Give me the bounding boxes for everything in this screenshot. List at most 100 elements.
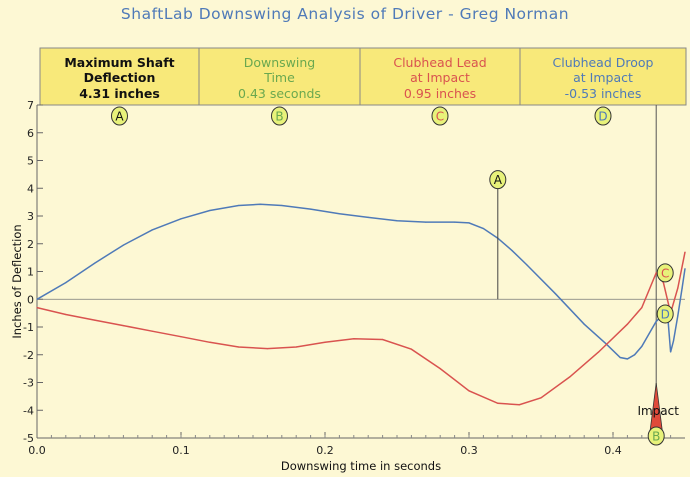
data-point: [151, 330, 153, 332]
y-tick-label: 3: [27, 210, 34, 223]
data-point: [151, 229, 153, 231]
metric-marker-d: [594, 106, 612, 126]
y-tick-label: 0: [27, 293, 34, 306]
y-tick-label: -3: [23, 377, 34, 390]
data-point: [540, 397, 542, 399]
y-tick-label: -4: [23, 404, 34, 417]
x-axis-label: Downswing time in seconds: [281, 459, 441, 473]
x-tick-label: 0.4: [604, 444, 622, 457]
clubhead-droop-marker: [656, 304, 674, 324]
data-point: [36, 306, 38, 309]
data-point: [511, 250, 513, 252]
y-tick-label: -1: [23, 321, 34, 334]
data-point: [641, 345, 643, 348]
metric-value: -0.53 inches: [565, 86, 642, 101]
metric-box-d: [519, 47, 687, 106]
series-line-1: [36, 251, 686, 406]
y-tick-label: -2: [23, 349, 34, 362]
data-point: [655, 320, 657, 323]
metric-marker-c: [431, 106, 449, 126]
metric-value: 0.95 inches: [404, 86, 476, 101]
x-tick-label: 0.1: [172, 444, 190, 457]
metric-marker-letter: C: [436, 110, 444, 124]
data-point: [65, 313, 67, 316]
data-point: [410, 348, 412, 350]
data-point: [672, 340, 675, 342]
clubhead-lead-marker: [656, 263, 674, 283]
metric-label-line2: at Impact: [573, 70, 633, 85]
data-point: [382, 338, 384, 341]
metric-label-line2: Time: [263, 70, 295, 85]
data-point: [324, 341, 326, 343]
y-tick-label: 4: [27, 182, 34, 195]
data-point: [180, 218, 182, 220]
y-tick-label: 5: [27, 155, 34, 168]
max-deflection-marker: [489, 170, 507, 190]
metric-marker-b: [271, 106, 288, 126]
y-tick-label: 6: [27, 127, 34, 140]
data-point: [634, 354, 636, 356]
data-point: [209, 341, 211, 343]
data-point: [180, 336, 182, 338]
y-tick-label: 7: [27, 99, 34, 112]
metric-label-line1: Maximum Shaft: [64, 55, 174, 70]
series-line-0: [36, 203, 686, 360]
data-point: [626, 323, 629, 325]
metric-value: 0.43 seconds: [238, 86, 321, 101]
data-point: [648, 333, 650, 335]
impact-label: Impact: [637, 404, 679, 418]
data-point: [454, 221, 456, 223]
data-point: [670, 351, 672, 353]
data-point: [367, 216, 369, 218]
metric-marker-letter: D: [598, 110, 607, 124]
data-point: [468, 222, 470, 224]
impact-marker-letter: B: [652, 430, 660, 444]
metric-label-line1: Clubhead Droop: [553, 55, 654, 70]
data-point: [569, 376, 571, 378]
data-point: [482, 227, 484, 230]
y-tick-label: -5: [23, 432, 34, 445]
data-point: [425, 221, 427, 223]
data-point: [94, 262, 96, 264]
data-point: [655, 272, 657, 274]
data-point: [238, 346, 240, 348]
y-axis-label: Inches of Deflection: [10, 224, 24, 338]
y-tick-label: 2: [27, 238, 34, 251]
metric-marker-letter: B: [275, 110, 283, 124]
metric-value: 4.31 inches: [79, 86, 160, 101]
data-point: [662, 282, 665, 284]
data-point: [36, 298, 38, 300]
data-point: [526, 263, 528, 266]
impact-marker: [647, 426, 665, 446]
data-point: [641, 306, 643, 309]
data-point: [619, 356, 621, 359]
x-tick-label: 0.3: [460, 444, 478, 457]
x-tick-label: 0.2: [316, 444, 334, 457]
metric-marker-a: [111, 106, 128, 126]
data-point: [598, 351, 600, 353]
max-deflection-letter: A: [494, 173, 503, 187]
data-point: [353, 338, 355, 340]
clubhead-lead-letter: C: [661, 266, 669, 280]
data-point: [684, 268, 686, 270]
data-point: [122, 325, 124, 327]
data-point: [65, 282, 67, 284]
data-point: [238, 204, 240, 207]
data-point: [94, 319, 96, 321]
data-point: [677, 287, 679, 289]
x-tick-label: 0.0: [28, 444, 46, 457]
data-point: [310, 208, 312, 210]
metric-label-line1: Downswing: [244, 55, 315, 70]
data-point: [554, 293, 557, 295]
data-point: [439, 368, 441, 370]
metric-label-line1: Clubhead Lead: [393, 55, 486, 70]
data-point: [684, 251, 686, 253]
data-point: [266, 348, 268, 350]
data-point: [295, 346, 297, 348]
y-tick-label: 1: [27, 266, 34, 279]
metric-label-line2: Deflection: [84, 70, 156, 85]
data-point: [626, 358, 629, 360]
metric-marker-letter: A: [115, 110, 124, 124]
clubhead-droop-letter: D: [661, 307, 670, 321]
